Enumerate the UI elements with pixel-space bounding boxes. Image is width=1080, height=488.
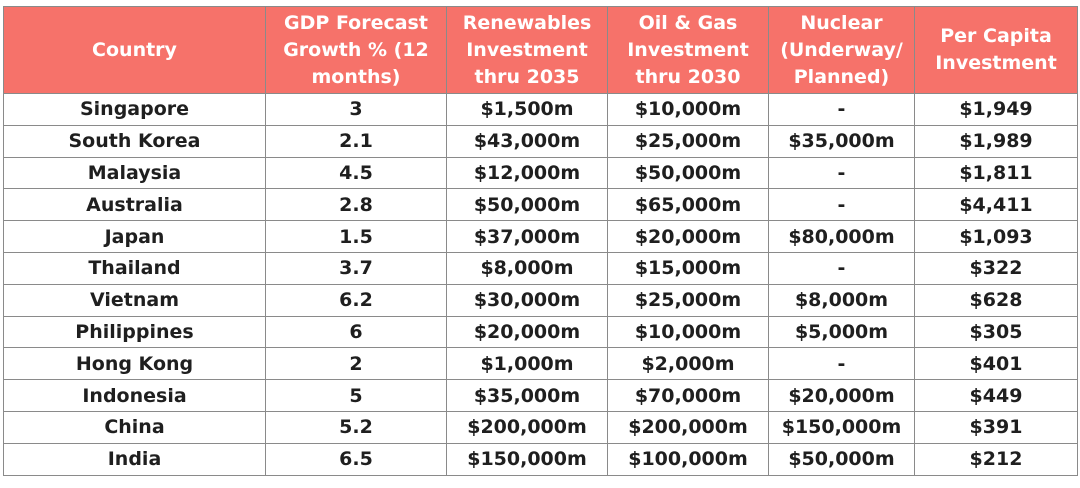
cell-renewables-investment: $150,000m xyxy=(446,442,608,476)
cell-country: Hong Kong xyxy=(3,347,266,381)
header-per-capita-investment: Per Capita Investment xyxy=(914,6,1078,94)
cell-renewables-investment: $1,500m xyxy=(446,93,608,126)
table-row: Australia 2.8 $50,000m $65,000m - $4,411 xyxy=(3,188,1078,222)
cell-per-capita-investment: $322 xyxy=(914,251,1078,285)
table-row: Indonesia 5 $35,000m $70,000m $20,000m $449 xyxy=(3,379,1078,412)
table-row: Japan 1.5 $37,000m $20,000m $80,000m $1,093 xyxy=(3,220,1078,253)
cell-gdp-forecast: 3.7 xyxy=(265,251,447,285)
cell-nuclear: $20,000m xyxy=(768,379,915,412)
cell-per-capita-investment: $401 xyxy=(914,347,1078,381)
cell-renewables-investment: $43,000m xyxy=(446,124,608,158)
cell-nuclear: $35,000m xyxy=(768,124,915,158)
cell-per-capita-investment: $212 xyxy=(914,442,1078,476)
table-row: India 6.5 $150,000m $100,000m $50,000m $212 xyxy=(3,442,1078,476)
cell-gdp-forecast: 5 xyxy=(265,379,447,412)
header-gdp-forecast: GDP Forecast Growth % (12 months) xyxy=(265,6,447,94)
table-row: Hong Kong 2 $1,000m $2,000m - $401 xyxy=(3,347,1078,381)
cell-oil-gas-investment: $25,000m xyxy=(607,124,769,158)
cell-gdp-forecast: 6.5 xyxy=(265,442,447,476)
cell-oil-gas-investment: $100,000m xyxy=(607,442,769,476)
table-row: Philippines 6 $20,000m $10,000m $5,000m $305 xyxy=(3,315,1078,349)
header-renewables-investment: Renewables Investment thru 2035 xyxy=(446,6,608,94)
cell-gdp-forecast: 4.5 xyxy=(265,156,447,190)
cell-per-capita-investment: $305 xyxy=(914,315,1078,349)
cell-gdp-forecast: 6.2 xyxy=(265,283,447,317)
table-row: South Korea 2.1 $43,000m $25,000m $35,000m $1… xyxy=(3,124,1078,158)
cell-per-capita-investment: $449 xyxy=(914,379,1078,412)
header-oil-gas-investment: Oil & Gas Investment thru 2030 xyxy=(607,6,769,94)
cell-per-capita-investment: $1,989 xyxy=(914,124,1078,158)
cell-renewables-investment: $50,000m xyxy=(446,188,608,222)
cell-oil-gas-investment: $15,000m xyxy=(607,251,769,285)
table-row: Vietnam 6.2 $30,000m $25,000m $8,000m $628 xyxy=(3,283,1078,317)
cell-renewables-investment: $12,000m xyxy=(446,156,608,190)
cell-oil-gas-investment: $70,000m xyxy=(607,379,769,412)
cell-oil-gas-investment: $2,000m xyxy=(607,347,769,381)
cell-renewables-investment: $200,000m xyxy=(446,410,608,444)
table-row: Malaysia 4.5 $12,000m $50,000m - $1,811 xyxy=(3,156,1078,190)
table-row: China 5.2 $200,000m $200,000m $150,000m $391 xyxy=(3,410,1078,444)
cell-nuclear: $5,000m xyxy=(768,315,915,349)
header-country: Country xyxy=(3,6,266,94)
cell-nuclear: - xyxy=(768,93,915,126)
cell-country: India xyxy=(3,442,266,476)
cell-country: Indonesia xyxy=(3,379,266,412)
table-row: Thailand 3.7 $8,000m $15,000m - $322 xyxy=(3,251,1078,285)
header-row: Country GDP Forecast Growth % (12 months… xyxy=(3,6,1078,94)
cell-country: Malaysia xyxy=(3,156,266,190)
cell-gdp-forecast: 6 xyxy=(265,315,447,349)
cell-country: South Korea xyxy=(3,124,266,158)
cell-nuclear: $8,000m xyxy=(768,283,915,317)
cell-nuclear: - xyxy=(768,251,915,285)
cell-per-capita-investment: $1,093 xyxy=(914,220,1078,253)
cell-oil-gas-investment: $10,000m xyxy=(607,315,769,349)
cell-renewables-investment: $37,000m xyxy=(446,220,608,253)
cell-per-capita-investment: $628 xyxy=(914,283,1078,317)
cell-oil-gas-investment: $25,000m xyxy=(607,283,769,317)
cell-gdp-forecast: 1.5 xyxy=(265,220,447,253)
cell-renewables-investment: $8,000m xyxy=(446,251,608,285)
header-nuclear: Nuclear (Underway/ Planned) xyxy=(768,6,915,94)
cell-gdp-forecast: 5.2 xyxy=(265,410,447,444)
cell-gdp-forecast: 2 xyxy=(265,347,447,381)
investment-table: Country GDP Forecast Growth % (12 months… xyxy=(3,6,1078,476)
cell-nuclear: - xyxy=(768,188,915,222)
cell-country: China xyxy=(3,410,266,444)
table-row: Singapore 3 $1,500m $10,000m - $1,949 xyxy=(3,93,1078,126)
cell-gdp-forecast: 2.8 xyxy=(265,188,447,222)
cell-country: Japan xyxy=(3,220,266,253)
cell-nuclear: - xyxy=(768,347,915,381)
table-body: Singapore 3 $1,500m $10,000m - $1,949 South Ko… xyxy=(3,93,1078,476)
cell-gdp-forecast: 2.1 xyxy=(265,124,447,158)
cell-renewables-investment: $20,000m xyxy=(446,315,608,349)
cell-oil-gas-investment: $20,000m xyxy=(607,220,769,253)
cell-country: Vietnam xyxy=(3,283,266,317)
cell-nuclear: $80,000m xyxy=(768,220,915,253)
cell-renewables-investment: $1,000m xyxy=(446,347,608,381)
cell-oil-gas-investment: $65,000m xyxy=(607,188,769,222)
cell-oil-gas-investment: $50,000m xyxy=(607,156,769,190)
cell-nuclear: $50,000m xyxy=(768,442,915,476)
cell-country: Philippines xyxy=(3,315,266,349)
cell-country: Singapore xyxy=(3,93,266,126)
cell-nuclear: - xyxy=(768,156,915,190)
cell-per-capita-investment: $4,411 xyxy=(914,188,1078,222)
cell-oil-gas-investment: $200,000m xyxy=(607,410,769,444)
cell-gdp-forecast: 3 xyxy=(265,93,447,126)
cell-oil-gas-investment: $10,000m xyxy=(607,93,769,126)
cell-per-capita-investment: $391 xyxy=(914,410,1078,444)
cell-country: Thailand xyxy=(3,251,266,285)
cell-renewables-investment: $35,000m xyxy=(446,379,608,412)
cell-renewables-investment: $30,000m xyxy=(446,283,608,317)
cell-per-capita-investment: $1,811 xyxy=(914,156,1078,190)
cell-nuclear: $150,000m xyxy=(768,410,915,444)
cell-per-capita-investment: $1,949 xyxy=(914,93,1078,126)
cell-country: Australia xyxy=(3,188,266,222)
